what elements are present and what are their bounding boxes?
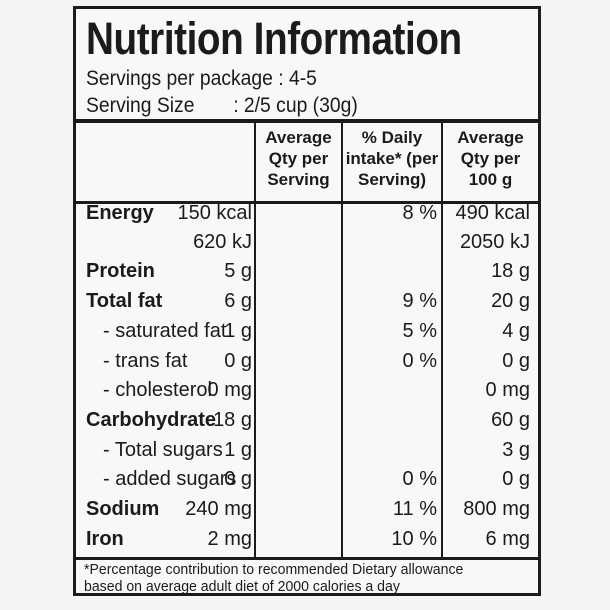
nutrition-table: Average Qty per Serving % Daily intake* …	[76, 119, 538, 560]
qty-per-serving: 1 g	[224, 320, 252, 342]
header-divider	[76, 201, 538, 204]
nutrient-label: - Total sugars	[103, 439, 223, 461]
qty-per-serving: 150 kcal	[177, 202, 253, 224]
table-row: 620 kJ 2050 kJ	[76, 228, 538, 257]
footnote-line: *Percentage contribution to recommended …	[84, 561, 464, 578]
table-row: - cholesterol 0 mg 0 mg	[76, 376, 538, 405]
daily-intake: 9 %	[402, 290, 437, 312]
table-row: Carbohydrate 18 g 60 g	[76, 406, 538, 435]
serving-size-label: Serving Size	[86, 94, 195, 117]
qty-per-100g: 0 g	[502, 350, 530, 372]
qty-per-100g: 800 mg	[463, 498, 530, 520]
qty-per-serving: 2 mg	[207, 528, 252, 550]
qty-per-serving: 620 kJ	[193, 231, 252, 253]
table-row: - trans fat 0 g 0 % 0 g	[76, 347, 538, 376]
qty-per-100g: 6 mg	[485, 528, 530, 550]
daily-intake: 8 %	[402, 202, 437, 224]
nutrient-label: Total fat	[86, 290, 163, 312]
daily-intake: 11 %	[392, 498, 437, 520]
qty-per-serving: 0 mg	[207, 379, 252, 401]
qty-per-100g: 0 g	[502, 468, 530, 490]
footnote: *Percentage contribution to recommended …	[84, 561, 463, 595]
daily-intake: 0 %	[402, 468, 437, 490]
nutrient-label: Carbohydrate	[86, 409, 217, 431]
qty-per-serving: 240 mg	[185, 498, 252, 520]
nutrient-label: - added sugars	[103, 468, 237, 490]
nutrient-label: Energy	[86, 202, 154, 224]
qty-per-100g: 20 g	[491, 290, 530, 312]
nutrition-panel: Nutrition Information Servings per packa…	[73, 6, 541, 596]
table-row: - saturated fat 1 g 5 % 4 g	[76, 317, 538, 346]
nutrient-label: Sodium	[86, 498, 160, 520]
table-row: Protein 5 g 18 g	[76, 257, 538, 286]
qty-per-serving: 18 g	[213, 409, 252, 431]
table-row: Iron 2 mg 10 % 6 mg	[76, 525, 538, 554]
nutrient-label: - cholesterol	[103, 379, 212, 401]
panel-title: Nutrition Information	[86, 13, 462, 64]
servings-per-package: Servings per package : 4-5	[86, 67, 317, 90]
qty-per-serving: 1 g	[224, 439, 252, 461]
qty-per-serving: 0 g	[224, 468, 252, 490]
serving-size: Serving Size : 2/5 cup (30g)	[86, 94, 358, 118]
nutrient-label: - trans fat	[103, 350, 188, 372]
column-divider	[254, 123, 256, 557]
header-per-serving: Average Qty per Serving	[265, 128, 332, 189]
qty-per-serving: 6 g	[224, 290, 252, 312]
qty-per-100g: 2050 kJ	[459, 231, 530, 253]
table-row: Total fat 6 g 9 % 20 g	[76, 287, 538, 316]
qty-per-100g: 490 kcal	[455, 202, 531, 224]
daily-intake: 10 %	[391, 528, 437, 550]
table-row: Sodium 240 mg 11 % 800 mg	[76, 495, 538, 524]
footnote-line: based on average adult diet of 2000 calo…	[84, 578, 400, 595]
nutrient-label: Iron	[86, 528, 124, 550]
qty-per-100g: 0 mg	[485, 379, 530, 401]
serving-size-value: : 2/5 cup (30g)	[233, 94, 358, 117]
qty-per-100g: 4 g	[502, 320, 530, 342]
column-divider	[341, 123, 343, 557]
qty-per-100g: 3 g	[502, 439, 530, 461]
header-daily-intake: % Daily intake* (per Serving)	[345, 128, 439, 189]
qty-per-serving: 5 g	[224, 260, 252, 282]
qty-per-100g: 18 g	[491, 260, 530, 282]
table-row: - Total sugars 1 g 3 g	[76, 436, 538, 465]
column-divider	[441, 123, 443, 557]
daily-intake: 0 %	[402, 350, 437, 372]
table-row: Energy 150 kcal 8 % 490 kcal	[76, 199, 538, 228]
nutrient-label: Protein	[86, 260, 155, 282]
daily-intake: 5 %	[402, 320, 437, 342]
qty-per-serving: 0 g	[224, 350, 252, 372]
nutrient-label: - saturated fat	[103, 320, 227, 342]
qty-per-100g: 60 g	[491, 409, 530, 431]
header-per-100g: Average Qty per 100 g	[457, 128, 524, 189]
